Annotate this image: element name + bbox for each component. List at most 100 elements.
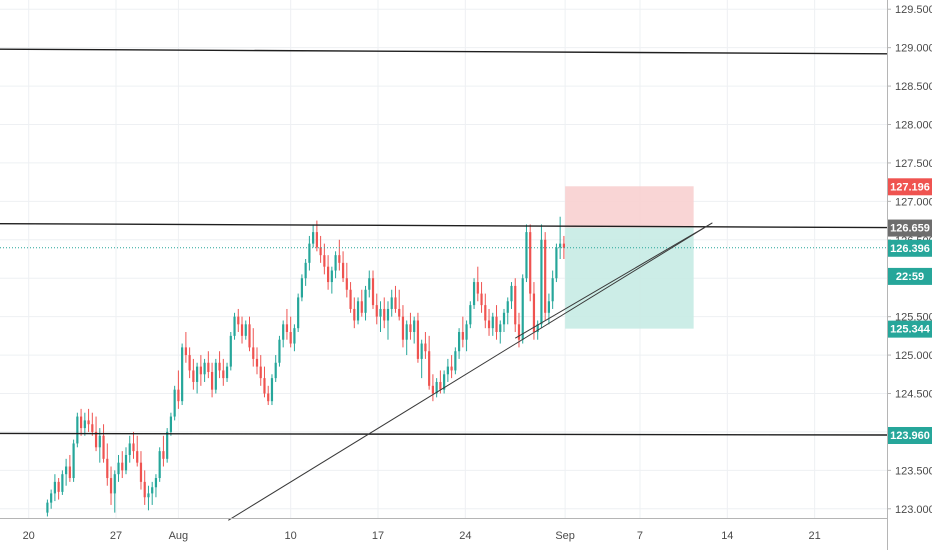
- candle-body: [109, 478, 113, 494]
- time-tick-label: Sep: [555, 530, 575, 542]
- time-axis[interactable]: 20 27 Aug 10 17 24 Sep 7 14 21: [23, 530, 821, 542]
- candle-body: [225, 366, 229, 379]
- candle: [222, 358, 225, 386]
- candle: [379, 301, 382, 333]
- candle: [472, 278, 476, 309]
- candle-body: [128, 443, 131, 455]
- candle: [184, 332, 187, 363]
- position-zones: [565, 186, 694, 329]
- candle: [327, 255, 330, 290]
- candle-body: [244, 324, 247, 336]
- candle: [304, 259, 307, 286]
- candle: [457, 328, 461, 359]
- candle-body: [428, 351, 431, 386]
- candle: [117, 454, 120, 482]
- horizontal-level-line: [0, 432, 888, 436]
- candle: [214, 358, 217, 394]
- candle: [259, 355, 262, 386]
- price-badge-label: 125.344: [890, 324, 931, 336]
- candle-body: [510, 285, 513, 302]
- candle: [532, 282, 536, 340]
- candle-body: [431, 385, 434, 394]
- candle-body: [390, 297, 393, 309]
- candle: [431, 374, 434, 402]
- candle-body: [491, 316, 494, 329]
- candle: [192, 358, 195, 390]
- candle-body: [465, 324, 468, 340]
- price-badge-label: 123.960: [890, 430, 930, 442]
- candle-body: [98, 435, 101, 448]
- candle: [113, 470, 116, 513]
- candle-body: [106, 458, 109, 479]
- candle: [334, 251, 337, 279]
- candle: [147, 485, 150, 511]
- candle-body: [274, 362, 277, 379]
- candle-body: [312, 232, 315, 244]
- candle: [375, 293, 378, 325]
- candle: [308, 235, 311, 271]
- candle: [356, 297, 360, 325]
- candle: [53, 474, 56, 502]
- candle-body: [293, 328, 296, 344]
- candle-body: [270, 378, 274, 402]
- candle-body: [181, 347, 184, 402]
- candle: [353, 297, 356, 329]
- price-tick-label: 127.000: [895, 196, 932, 208]
- candle: [521, 274, 524, 344]
- candle: [248, 316, 251, 352]
- candle-body: [177, 389, 180, 402]
- candle: [61, 470, 64, 495]
- candle-body: [158, 451, 161, 479]
- candle: [555, 243, 558, 283]
- candle: [143, 470, 146, 505]
- candle: [102, 424, 105, 463]
- candle-body: [91, 424, 94, 432]
- candle: [401, 305, 405, 348]
- candle: [409, 312, 412, 340]
- candle-body: [521, 278, 524, 340]
- candle: [484, 293, 487, 329]
- candle-body: [536, 324, 539, 333]
- candle: [450, 355, 453, 379]
- candle-body: [53, 481, 56, 494]
- candle-body: [409, 324, 412, 333]
- candle: [255, 347, 259, 375]
- candle-body: [480, 293, 483, 306]
- price-tick-label: 124.500: [895, 388, 932, 400]
- candle: [240, 316, 244, 344]
- price-tick-label: 123.500: [895, 465, 932, 477]
- candle: [443, 370, 446, 394]
- candle: [210, 362, 214, 398]
- candle: [173, 385, 176, 421]
- trendline: [228, 222, 713, 521]
- candle: [540, 224, 543, 329]
- price-tick-label: 123.000: [895, 504, 932, 516]
- candle: [199, 355, 202, 386]
- candle-body: [218, 362, 221, 371]
- candle: [413, 316, 416, 344]
- horizontal-level-line: [0, 48, 888, 55]
- price-badge-bg: [888, 426, 932, 444]
- candle-body: [341, 262, 345, 279]
- candle: [461, 316, 464, 348]
- candle-body: [173, 389, 176, 417]
- candle-body: [562, 243, 565, 248]
- candle-body: [304, 262, 307, 279]
- candle-body: [248, 324, 251, 348]
- candle-body: [360, 301, 363, 313]
- candle: [487, 308, 491, 336]
- candle-body: [547, 301, 551, 313]
- stop-loss-zone: [565, 186, 694, 228]
- candle: [424, 332, 427, 359]
- candle-body: [338, 255, 341, 263]
- candle-body: [383, 308, 386, 321]
- candle-body: [443, 374, 446, 390]
- candle: [495, 305, 498, 340]
- candle: [109, 466, 113, 505]
- candle-body: [121, 462, 124, 471]
- price-badge-bg: [888, 320, 932, 338]
- candle-body: [401, 316, 405, 340]
- price-tick-label: 127.500: [895, 158, 932, 170]
- candle: [319, 235, 322, 263]
